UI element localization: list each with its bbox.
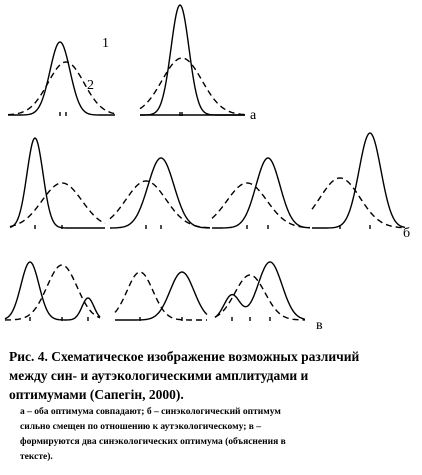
dashed-curve — [311, 177, 405, 229]
dashed-curve — [7, 61, 116, 116]
panel-label: в — [316, 318, 323, 333]
dashed-curve — [9, 182, 106, 228]
dashed-curve — [109, 180, 210, 229]
dashed-curve — [214, 274, 305, 321]
note-line: сильно смещен по отношению к аутэкологич… — [20, 422, 261, 432]
solid-curve — [8, 41, 115, 116]
solid-curve — [4, 261, 101, 321]
solid-curve — [110, 157, 210, 229]
solid-curve — [115, 271, 208, 321]
note-line: а – оба оптимума совпадают; б – синэколо… — [20, 406, 281, 417]
note-line: тексте). — [20, 451, 53, 462]
dashed-curve — [139, 57, 246, 116]
note-line: формируются два синэкологических оптимум… — [20, 436, 286, 447]
caption-line: между син- и аутэкологическими амплитуда… — [9, 368, 309, 383]
caption-line: оптимумами (Сапегін, 2000). — [9, 387, 184, 402]
solid-curve — [214, 261, 306, 320]
solid-curve — [140, 4, 245, 116]
panel-label: б — [403, 226, 410, 241]
caption-line: Рис. 4. Схематическое изображение возмож… — [9, 349, 359, 364]
curve-label: 1 — [102, 36, 109, 51]
dashed-curve — [114, 271, 207, 321]
solid-curve — [9, 137, 105, 229]
dashed-curve — [211, 182, 311, 229]
curve-label: 2 — [87, 78, 94, 93]
solid-curve — [312, 132, 406, 229]
panel-label: а — [250, 108, 257, 123]
dashed-curve — [4, 264, 101, 321]
solid-curve — [212, 157, 310, 229]
